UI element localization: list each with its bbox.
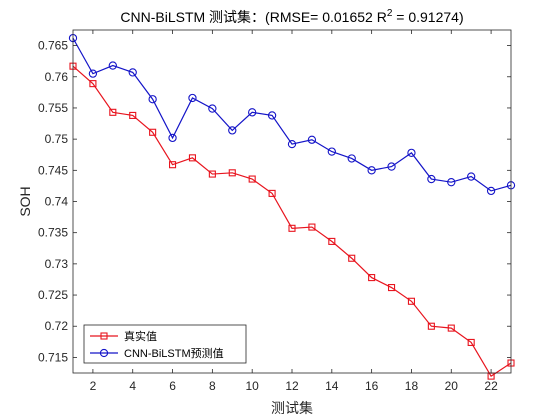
series-2-point: [228, 126, 237, 135]
x-tick-label: 18: [405, 379, 419, 393]
x-tick-label: 4: [129, 379, 136, 393]
y-tick-label: 0.765: [38, 39, 68, 53]
series-1-point: [188, 154, 197, 162]
series-2-point: [128, 68, 137, 77]
series-2-point: [486, 186, 496, 196]
x-tick-label: 22: [484, 379, 498, 393]
series-2-point: [188, 93, 197, 103]
series-line-2: [72, 37, 512, 192]
legend-label-2: CNN-BiLSTM预测值: [124, 347, 224, 360]
x-tick-label: 6: [169, 379, 176, 393]
chart-title-superscript: 2: [387, 8, 393, 19]
series-1-point: [208, 170, 216, 178]
series-1-point: [348, 254, 356, 262]
chart-title-end: = 0.91274): [392, 9, 463, 25]
series-2-point: [148, 95, 157, 104]
series-2-point: [307, 135, 317, 144]
legend-label-1: 真实值: [124, 329, 157, 343]
plot-area: [73, 30, 511, 373]
x-tick-label: 16: [365, 379, 379, 393]
series-2-point: [407, 148, 416, 158]
legend-marker-2: [99, 348, 109, 358]
x-tick-label: 20: [445, 379, 459, 393]
y-tick-label: 0.73: [45, 257, 69, 271]
series-1-point: [328, 237, 336, 245]
series-1-point: [149, 128, 157, 136]
x-tick-label: 14: [325, 379, 339, 393]
series-2-point: [447, 178, 456, 187]
y-tick-label: 0.725: [38, 288, 68, 302]
series-1-point: [387, 284, 396, 292]
y-tick-label: 0.715: [38, 350, 68, 364]
chart-title-main: CNN-BiLSTM 测试集：(RMSE= 0.01652 R: [120, 9, 386, 25]
series-2-point: [367, 166, 376, 175]
y-tick-label: 0.755: [38, 101, 68, 115]
series-2-point: [327, 147, 336, 156]
series-2-point: [287, 139, 297, 149]
y-tick-label: 0.72: [45, 319, 69, 333]
legend-box: [83, 324, 247, 364]
series-1-point: [168, 161, 177, 169]
axes-layer: 2 4 6 8 10 12 14 16 18 20 22 0.715 0.72 0.725 0.73 0.73…: [38, 29, 512, 393]
series-1-point: [268, 189, 276, 197]
series-1-point: [427, 322, 435, 330]
legend: 真实值 CNN-BiLSTM预测值: [83, 324, 247, 364]
chart-title: CNN-BiLSTM 测试集：(RMSE= 0.01652 R2 = 0.912…: [120, 8, 463, 25]
series-1-point: [248, 175, 256, 183]
series-1-point: [109, 108, 117, 116]
series-2-point: [467, 172, 476, 181]
series-1-point: [447, 324, 455, 332]
series-1-point: [129, 111, 137, 119]
x-tick-label: 2: [90, 379, 97, 393]
x-tick-label: 10: [246, 379, 260, 393]
series-2-point: [427, 174, 436, 184]
y-tick-label: 0.745: [38, 163, 68, 177]
series-2-point: [88, 69, 98, 78]
series-2-point: [248, 108, 257, 117]
series-2-point: [387, 162, 396, 171]
series-1-point: [89, 80, 97, 88]
x-tick-label: 12: [285, 379, 299, 393]
series-2-point: [168, 133, 177, 143]
series-1-point: [288, 224, 296, 232]
series-1-point: [407, 297, 416, 305]
x-tick-label: 8: [209, 379, 216, 393]
series-1-point: [228, 169, 236, 177]
series-1-point: [467, 338, 475, 346]
y-tick-label: 0.75: [45, 132, 69, 146]
x-axis-label: 测试集: [271, 400, 313, 416]
series-2-point: [267, 111, 277, 120]
y-tick-label: 0.735: [38, 226, 68, 240]
y-axis-label: SOH: [17, 186, 33, 216]
series-2-point: [208, 104, 217, 113]
y-tick-label: 0.76: [45, 70, 69, 84]
legend-marker-1: [100, 332, 108, 340]
series-2-point: [108, 61, 117, 70]
series-2-point: [347, 154, 356, 163]
y-tick-label: 0.74: [45, 195, 69, 209]
series-line-1: [72, 65, 512, 377]
series-1-point: [308, 223, 316, 231]
series-1-point: [368, 274, 376, 282]
